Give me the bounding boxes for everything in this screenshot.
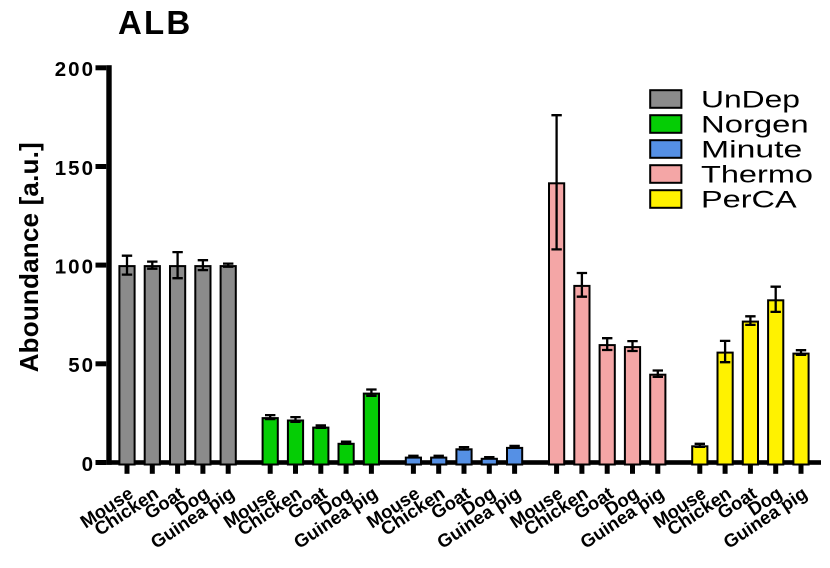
svg-text:Aboundance [a.u.]: Aboundance [a.u.] <box>14 142 44 372</box>
svg-text:100: 100 <box>55 256 95 279</box>
svg-text:50: 50 <box>68 354 95 377</box>
svg-text:PerCA: PerCA <box>701 187 797 214</box>
svg-text:0: 0 <box>82 453 95 476</box>
svg-text:Thermo: Thermo <box>701 162 813 189</box>
svg-text:ALB: ALB <box>118 4 192 41</box>
svg-text:Norgen: Norgen <box>701 112 809 139</box>
svg-text:200: 200 <box>55 58 95 81</box>
svg-text:Minute: Minute <box>701 137 802 164</box>
svg-text:150: 150 <box>55 157 95 180</box>
svg-text:UnDep: UnDep <box>701 87 800 114</box>
